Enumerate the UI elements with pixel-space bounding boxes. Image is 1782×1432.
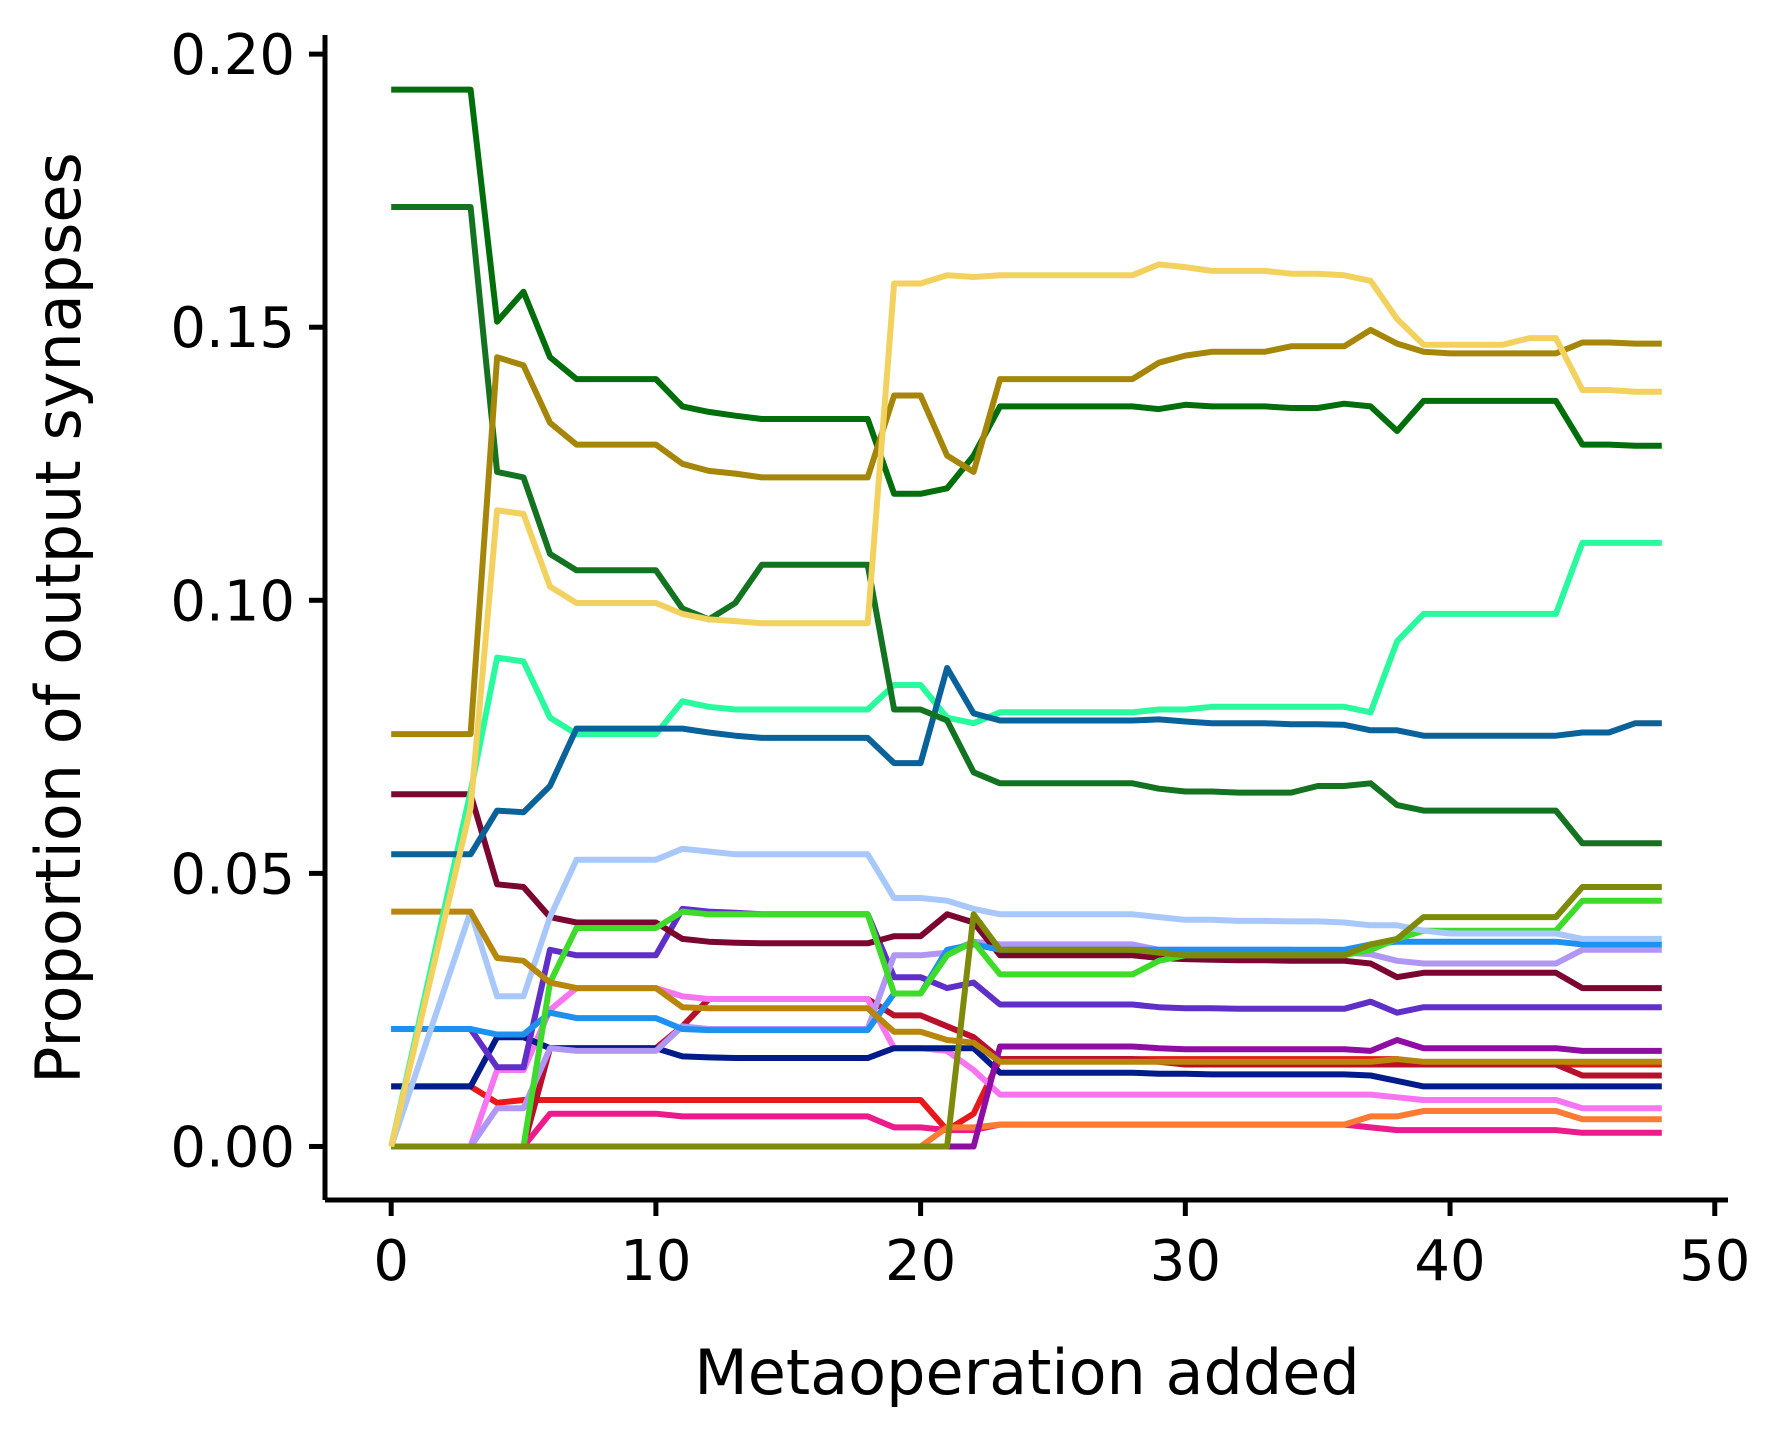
y-tick-label: 0.10 xyxy=(170,569,295,634)
series-line-8 xyxy=(391,905,1662,1071)
series-line-21 xyxy=(388,261,1662,1148)
series-line-3 xyxy=(391,1110,1662,1150)
x-tick-label: 30 xyxy=(1150,1229,1221,1294)
x-tick-label: 10 xyxy=(620,1229,691,1294)
series-line-13 xyxy=(388,845,1662,1148)
y-tick-label: 0.00 xyxy=(170,1115,295,1180)
y-tick-label: 0.05 xyxy=(170,842,295,907)
x-tick-label: 20 xyxy=(885,1229,956,1294)
series-layer xyxy=(388,86,1662,1150)
y-tick-label: 0.15 xyxy=(170,296,295,361)
x-axis-title: Metaoperation added xyxy=(694,1336,1360,1409)
series-line-19 xyxy=(391,86,1662,497)
x-tick-label: 0 xyxy=(373,1229,409,1294)
x-ticks: 0 10 20 30 40 50 xyxy=(373,1200,1750,1294)
series-line-10 xyxy=(391,791,1662,992)
series-line-20 xyxy=(391,326,1662,738)
series-line-16 xyxy=(388,539,1662,1148)
series-line-14 xyxy=(391,884,1662,1150)
series-line-9 xyxy=(391,938,1662,1150)
x-tick-label: 40 xyxy=(1414,1229,1485,1294)
series-line-18 xyxy=(391,204,1662,847)
series-line-17 xyxy=(391,665,1662,858)
y-axis-title: Proportion of output synapses xyxy=(22,152,95,1084)
y-ticks: 0.00 0.05 0.10 0.15 0.20 xyxy=(170,23,325,1180)
x-tick-label: 50 xyxy=(1679,1229,1750,1294)
series-line-15 xyxy=(391,908,1662,1065)
y-tick-label: 0.20 xyxy=(170,23,295,88)
